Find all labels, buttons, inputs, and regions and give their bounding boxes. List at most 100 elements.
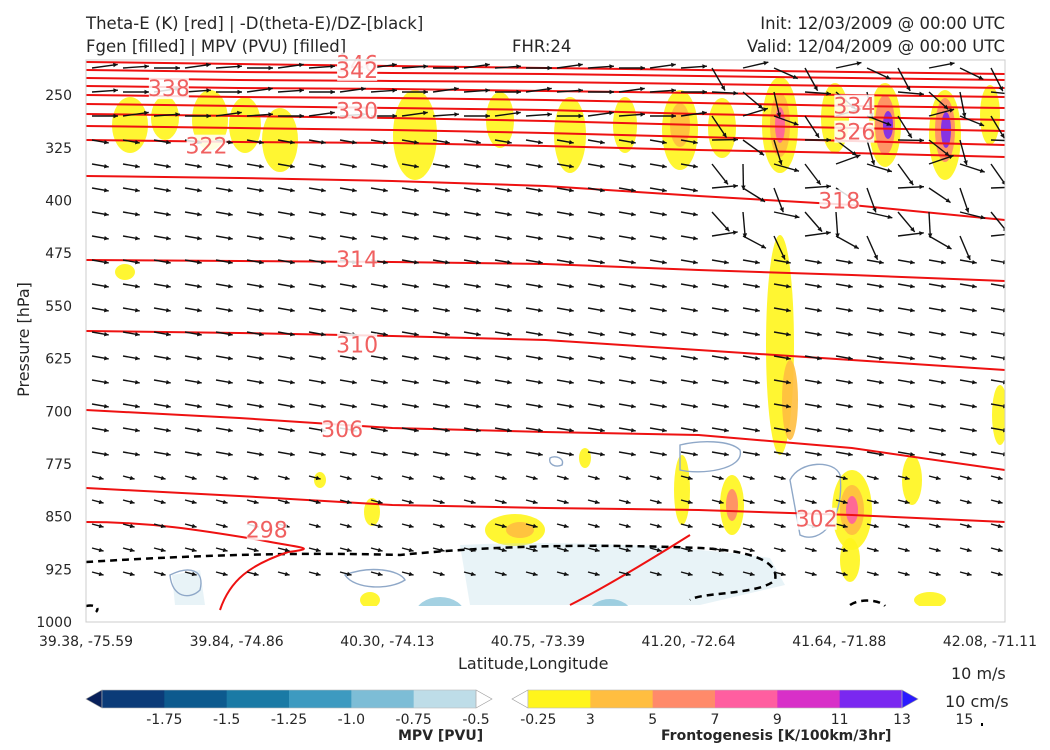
wind-arrowhead [103,283,109,289]
wind-arrowhead [501,571,507,577]
wind-arrowhead [98,499,104,505]
mpv-colorbar-tick: -1.0 [338,712,365,728]
wind-arrowhead [661,187,667,193]
contour-label-bg [834,120,875,143]
wind-arrowhead [609,89,614,95]
wind-arrowhead [873,523,879,529]
wind-arrowhead [630,187,636,193]
wind-arrowhead [878,283,884,289]
wind-arrowhead [780,499,786,505]
wind-arrowhead [377,523,383,529]
wind-arrowhead [547,86,552,92]
wind-arrowhead [630,283,636,289]
wind-arrowhead [873,254,878,260]
wind-arrowhead [826,184,831,189]
wind-arrowhead [842,475,848,481]
y-tick-label: 700 [45,404,72,420]
contour-label-bg [322,417,363,440]
terrain-mask [86,606,1005,622]
wind-arrowhead [206,113,211,119]
wind-arrowhead [134,451,140,457]
wind-arrowhead [847,283,853,289]
wind-arrowhead [661,259,667,265]
wind-arrowhead [878,259,884,265]
wind-arrowhead [439,475,445,481]
mpv-colorbar-swatch [226,690,290,708]
wind-arrowhead [599,235,605,241]
wind-arrowhead [103,139,109,145]
wind-arrowhead [113,62,118,68]
wind-arrowhead [196,211,202,217]
contour-label-bg [819,189,860,212]
wind-arrowhead [625,547,631,553]
wind-arrowhead [454,65,459,71]
wind-arrowhead [289,427,295,433]
wind-arrow [990,233,1005,237]
wind-arrowhead [475,355,481,361]
wind-arrowhead [718,523,724,529]
wind-arrowhead [103,259,109,265]
wind-arrowhead [103,211,109,217]
wind-arrowhead [594,499,600,505]
wind-arrowhead [578,88,583,93]
fgen-colorbar-extend-high [901,689,919,709]
wind-arrowhead [346,547,352,553]
wind-arrowhead [382,163,388,169]
wind-arrowhead [227,451,233,457]
wind-arrowhead [351,283,357,289]
wind-arrowhead [237,64,242,69]
wind-arrowhead [878,355,884,361]
wind-arrowhead [778,159,783,165]
wind-arrowhead [692,283,698,289]
wind-arrowhead [599,379,605,385]
wind-arrowhead [423,89,428,95]
wind-arrowhead [692,403,698,409]
wind-arrowhead [779,207,784,213]
wind-arrowhead [191,547,197,553]
wind-arrowhead [847,403,853,409]
wind-arrowhead [733,90,738,96]
wind-arrowhead [927,233,933,238]
wind-arrowhead [816,259,822,265]
fgen-colorbar-tick: 7 [711,712,720,728]
wind-arrowhead [258,451,264,457]
wind-arrowhead [732,230,738,235]
wind-arrowhead [444,259,450,265]
wind-arrowhead [568,451,574,457]
wind-arrowhead [299,88,304,93]
wind-arrowhead [1012,138,1017,143]
wind-arrowhead [191,499,197,505]
wind-arrowhead [978,75,984,80]
y-tick-label: 250 [45,88,72,104]
wind-arrowhead [1002,427,1005,433]
wind-arrowhead [661,355,667,361]
wind-arrowhead [475,187,481,193]
wind-arrowhead [599,187,605,193]
wind-arrow [990,139,1005,142]
wind-arrowhead [971,355,977,361]
wind-arrowhead [940,259,946,265]
wind-arrowhead [320,139,326,145]
wind-arrowhead [377,475,383,481]
wind-arrowhead [361,86,366,92]
wind-arrowhead [196,283,202,289]
wind-arrowhead [470,499,476,505]
wind-arrowhead [870,160,876,165]
contour-label-bg [337,247,378,270]
wind-arrowhead [299,62,304,68]
wind-arrowhead [537,283,543,289]
wind-arrowhead [227,355,233,361]
wind-arrowhead [506,211,512,217]
mpv-colorbar-tick: -0.25 [520,712,556,728]
wind-arrowhead [439,571,445,577]
wind-arrowhead [196,379,202,385]
wind-arrowhead [692,355,698,361]
y-tick-label: 1000 [36,615,72,631]
frontogenesis-fill [846,496,858,524]
mpv-contour [169,569,202,597]
wind-arrowhead [227,163,233,169]
wind-arrowhead [780,475,786,481]
wind-arrowhead [408,499,414,505]
wind-arrowhead [475,331,481,337]
wind-arrowhead [222,571,228,577]
